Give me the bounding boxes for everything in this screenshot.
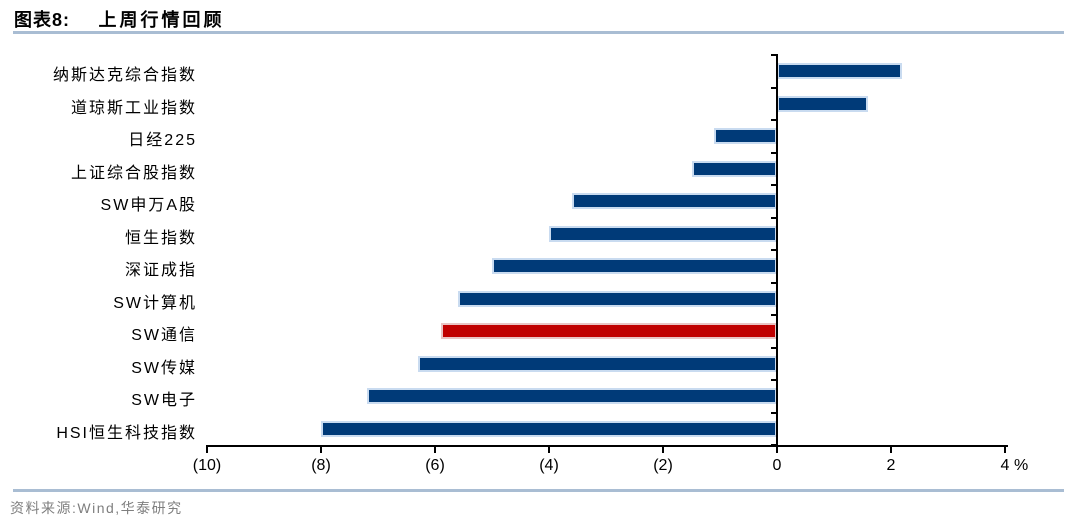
x-axis-tick-label: (8): [311, 457, 331, 474]
bar: [492, 258, 777, 275]
bar: [440, 323, 777, 340]
category-axis-tick: [771, 379, 776, 381]
category-label: 纳斯达克综合指数: [52, 67, 197, 85]
x-axis-tick: [434, 447, 436, 453]
category-label: 深证成指: [124, 262, 197, 280]
category-axis-tick: [771, 119, 776, 121]
bar: [571, 193, 777, 210]
figure-header: 图表8: 上周行情回顾: [14, 6, 224, 32]
x-axis-tick: [890, 447, 892, 453]
category-label: 日经225: [128, 132, 197, 150]
x-axis-tick-label: 4: [1000, 457, 1010, 474]
footer-divider: [13, 489, 1064, 492]
source-note: 资料来源:Wind,华泰研究: [10, 500, 183, 516]
category-label: SW传媒: [131, 359, 197, 377]
x-axis-tick: [548, 447, 550, 453]
x-axis-tick-label: 2: [886, 457, 896, 474]
x-axis-tick-label: (6): [425, 457, 445, 474]
x-axis-tick-label: 0: [772, 457, 782, 474]
bar: [777, 63, 903, 80]
zero-axis-line: [776, 54, 778, 447]
category-label: 上证综合股指数: [70, 164, 197, 182]
category-label: SW计算机: [113, 294, 197, 312]
category-label: HSI恒生科技指数: [56, 424, 197, 442]
category-axis-tick: [771, 281, 776, 284]
x-axis-tick: [206, 447, 208, 453]
category-axis-tick: [771, 151, 776, 154]
x-axis-tick: [662, 447, 664, 453]
x-axis-tick: [776, 447, 778, 453]
category-label: SW电子: [131, 392, 197, 410]
category-label: 恒生指数: [124, 229, 197, 247]
bar: [777, 95, 869, 112]
x-axis-line: [206, 445, 1008, 447]
bar: [549, 225, 777, 242]
figure-label: 图表8:: [14, 10, 71, 30]
category-label: SW通信: [131, 327, 197, 345]
x-axis-tick: [320, 447, 322, 453]
axis-unit-label: %: [1014, 457, 1029, 474]
category-axis-tick: [771, 411, 776, 414]
x-axis-tick: [1004, 447, 1006, 453]
category-axis-tick: [771, 184, 776, 186]
title-divider: [13, 31, 1064, 34]
category-axis-tick: [771, 54, 776, 56]
x-axis-tick-label: (2): [653, 457, 673, 474]
category-label: 道琼斯工业指数: [70, 99, 197, 117]
category-axis-tick: [771, 249, 776, 251]
bar: [457, 290, 777, 307]
category-axis-tick: [771, 314, 776, 316]
category-axis-tick: [771, 346, 776, 349]
x-axis-tick-label: (10): [192, 457, 222, 474]
bar: [366, 388, 777, 405]
category-axis-tick: [771, 216, 776, 219]
bar: [691, 160, 777, 177]
category-label: SW申万A股: [100, 197, 197, 215]
bar: [714, 128, 777, 145]
figure-title: 上周行情回顾: [98, 10, 225, 30]
bar: [417, 355, 777, 372]
bar: [321, 420, 777, 437]
category-axis-tick: [771, 86, 776, 89]
x-axis-tick-label: (4): [539, 457, 559, 474]
